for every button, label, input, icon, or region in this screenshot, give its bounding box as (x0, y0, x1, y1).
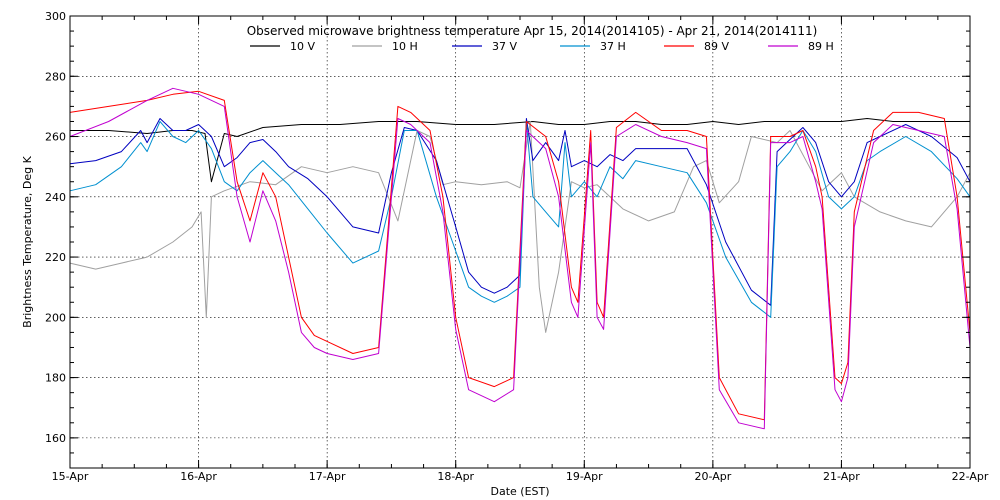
chart-title: Observed microwave brightness temperatur… (247, 24, 818, 38)
x-tick-label: 17-Apr (309, 470, 346, 483)
series-group (69, 87, 971, 430)
x-tick-label: 15-Apr (52, 470, 89, 483)
legend-label: 10 V (290, 40, 315, 53)
y-tick-label: 280 (45, 70, 66, 83)
legend-label: 37 V (492, 40, 517, 53)
series-line-89-v (69, 90, 971, 421)
y-tick-label: 300 (45, 10, 66, 23)
y-tick-label: 180 (45, 372, 66, 385)
x-tick-label: 16-Apr (180, 470, 217, 483)
y-tick-label: 220 (45, 251, 66, 264)
y-tick-label: 200 (45, 311, 66, 324)
y-tick-label: 160 (45, 432, 66, 445)
x-tick-label: 20-Apr (694, 470, 731, 483)
y-tick-label: 260 (45, 131, 66, 144)
x-tick-label: 18-Apr (437, 470, 474, 483)
grid (70, 16, 970, 468)
y-axis-label: Brightness Temperature, Deg K (21, 155, 34, 327)
legend-label: 89 V (704, 40, 729, 53)
x-tick-label: 21-Apr (823, 470, 860, 483)
legend: 10 V 10 H 37 V 37 H 89 V 89 H (250, 40, 834, 53)
series-line-10-v (70, 118, 970, 183)
x-tick-label: 22-Apr (952, 470, 989, 483)
legend-label: 10 H (392, 40, 418, 53)
ticks: 160 180 200 220 240 260 280 300 15-Apr 16-Apr 17-A… (45, 10, 989, 483)
legend-label: 89 H (808, 40, 834, 53)
y-tick-label: 240 (45, 191, 66, 204)
legend-label: 37 H (600, 40, 626, 53)
series-line-89-h (69, 87, 971, 430)
x-axis-label: Date (EST) (490, 485, 549, 498)
x-tick-label: 19-Apr (566, 470, 603, 483)
series-line-10-h (69, 121, 971, 333)
